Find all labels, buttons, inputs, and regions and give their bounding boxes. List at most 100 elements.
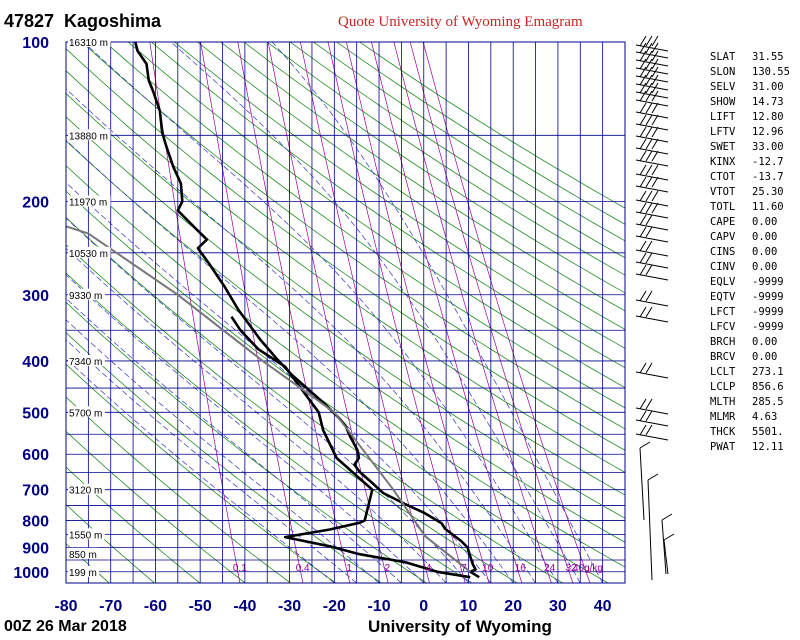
index-name: EQTV [710,291,736,303]
mixing-ratio-label: 10 [482,563,494,574]
index-name: LIFT [710,111,736,123]
wind-barb-staff [635,419,669,427]
wind-barb-flag [645,202,653,214]
dry-adiabat [66,466,201,583]
wind-barb-staff [635,315,669,323]
wind-barb-flag [639,226,647,238]
index-value: 12.96 [752,126,784,138]
wind-barb-flag [645,74,653,86]
index-value: 31.00 [752,81,784,93]
dry-adiabat [66,70,625,473]
pressure-tick-label: 900 [22,541,49,558]
index-name: PWAT [710,441,736,453]
index-value: 0.00 [752,336,778,348]
index-name: THCK [710,426,736,438]
index-row: SWET 33.00 [710,140,790,155]
moist-adiabat [66,88,536,583]
x-tick-label: -30 [278,598,301,615]
index-row: PWAT 12.11 [710,440,790,455]
mixing-ratio-line [237,42,351,583]
wind-barb-flag [651,50,659,62]
stability-indices-panel: SLAT 31.55 SLON 130.55 SELV 31.00 SHOW 14.73 LIF… [710,50,790,455]
station-id: 47827 [4,11,55,31]
index-row: LIFT 12.80 [710,110,790,125]
wind-barb-flag [639,90,647,102]
wind-barb-flag [645,226,653,238]
mixing-ratio-label: 16 [515,563,527,574]
index-row: CTOT -13.7 [710,170,790,185]
wind-barb-flag [661,513,673,521]
wind-barb-staff [635,299,669,307]
index-row: MLMR 4.63 [710,410,790,425]
wind-barb-flag [651,66,659,78]
index-row: LFTV 12.96 [710,125,790,140]
mixing-ratio-line [149,42,241,583]
wind-barb-flag [645,410,653,422]
dry-adiabat [66,272,473,583]
index-value: 25.30 [752,186,784,198]
index-value: 856.6 [752,381,784,393]
wind-barb-flag [645,50,653,62]
wind-barb-flag [639,290,647,302]
x-tick-label: 0 [419,598,428,615]
wind-barb-staff [635,159,669,167]
index-name: LCLP [710,381,736,393]
mixing-ratio-label: 0.1 [233,563,247,574]
index-name: LFCV [710,321,736,333]
dry-adiabat [266,42,625,276]
index-row: LCLT 273.1 [710,365,790,380]
wind-barb-flag [651,138,659,150]
dry-adiabat [66,301,427,583]
dry-adiabat [66,430,246,583]
wind-barb-flag [651,35,659,47]
index-value: -13.7 [752,171,784,183]
height-label: 11970 m [69,197,107,208]
index-name: SELV [710,81,736,93]
mixing-ratio-line [200,42,304,583]
index-row: LFCV -9999 [710,320,790,335]
index-value: 31.55 [752,51,784,63]
dry-adiabat [151,42,625,369]
height-label: 1550 m [69,530,102,541]
index-value: 14.73 [752,96,784,108]
wind-barb-flag [645,264,653,276]
x-tick-label: -40 [233,598,256,615]
height-label: 16310 m [69,38,108,49]
wind-barb-flag [645,150,653,162]
index-value: 0.00 [752,216,778,228]
moist-adiabat [271,42,603,583]
height-label: 199 m [69,568,97,579]
wind-barb-flag [647,473,659,481]
temperature-profile [134,42,480,579]
x-tick-label: 10 [460,598,478,615]
wind-barb-flag [639,214,647,226]
index-value: 4.63 [752,411,778,423]
x-tick-label: -50 [189,598,212,615]
valid-time: 00Z 26 Mar 2018 [4,618,127,635]
height-label-bg [68,129,111,141]
wind-barb-staff [663,539,669,575]
mixing-ratio-label: 40g/kg [573,563,603,574]
height-label-bg [68,354,105,366]
wind-barb-flag [645,424,653,436]
index-name: MLMR [710,411,736,423]
wind-barb-staff [635,75,669,83]
height-label-bg [68,483,105,495]
index-name: TOTL [710,201,736,213]
dry-adiabat [66,543,110,583]
wind-barb-flag [645,102,653,114]
wind-barb-flag [651,176,659,188]
pressure-tick-label: 400 [22,354,49,371]
wind-barb-staff [635,59,669,67]
wind-barb-flag [639,114,647,126]
wind-barb-flag [639,264,647,276]
pressure-tick-label: 600 [22,447,49,464]
wind-barb-flag [645,66,653,78]
height-label-bg [68,195,111,207]
x-tick-label: -80 [54,598,77,615]
height-label-bg [68,36,111,47]
index-name: SLAT [710,51,736,63]
wind-barb-flag [645,90,653,102]
x-tick-label: 30 [549,598,567,615]
index-value: -9999 [752,291,784,303]
